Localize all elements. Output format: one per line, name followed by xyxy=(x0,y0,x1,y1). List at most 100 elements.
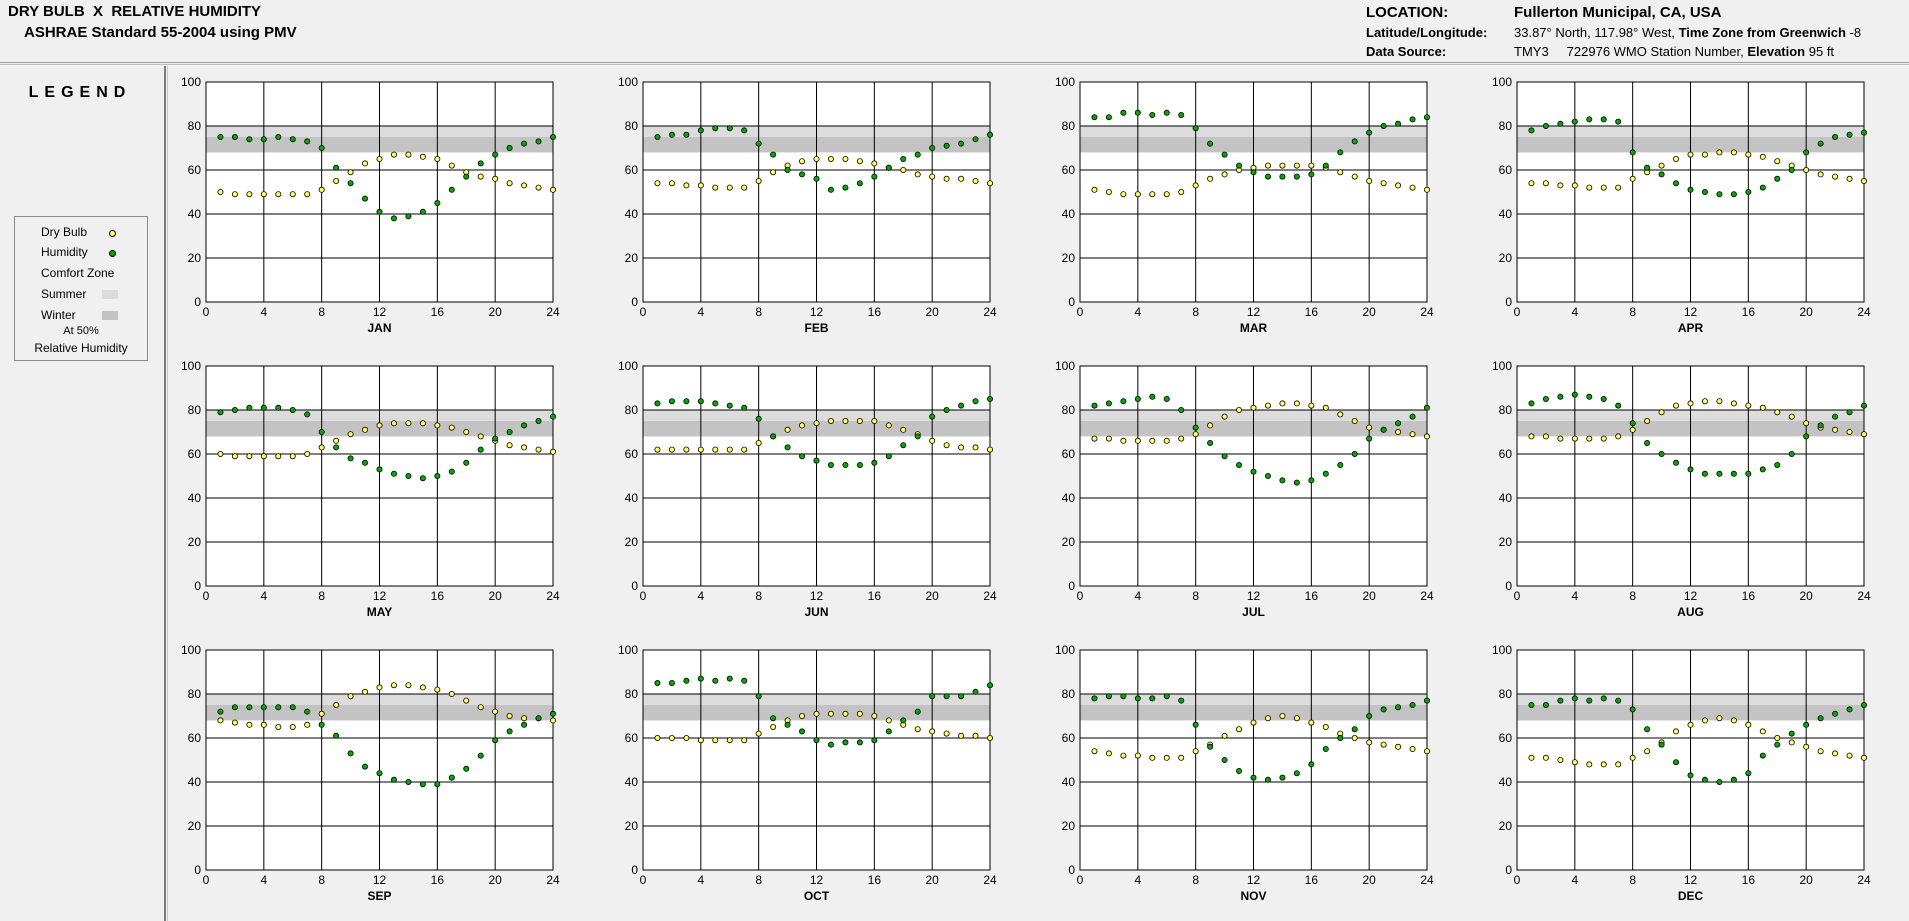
humidity-point-mar-24 xyxy=(1424,114,1431,121)
dry-bulb-point-jun-23 xyxy=(972,444,979,451)
dry-bulb-point-mar-3 xyxy=(1120,191,1127,198)
dry-bulb-point-jun-16 xyxy=(871,417,878,424)
y-tick-label-jun-80: 80 xyxy=(625,403,639,417)
dry-bulb-point-oct-2 xyxy=(668,735,675,742)
humidity-point-dec-8 xyxy=(1629,706,1636,713)
dry-bulb-point-jan-10 xyxy=(347,169,354,176)
dry-bulb-point-apr-18 xyxy=(1774,158,1781,165)
dry-bulb-point-feb-14 xyxy=(842,155,849,162)
humidity-point-jan-14 xyxy=(405,213,412,220)
dry-bulb-point-aug-1 xyxy=(1528,433,1535,440)
x-tick-label-jun-8: 8 xyxy=(755,589,762,603)
dry-bulb-point-jan-11 xyxy=(362,160,369,167)
dry-bulb-point-mar-20 xyxy=(1366,177,1373,184)
y-tick-label-dec-20: 20 xyxy=(1499,819,1513,833)
dry-bulb-point-jun-12 xyxy=(813,420,820,427)
humidity-point-jan-10 xyxy=(347,180,354,187)
humidity-point-oct-17 xyxy=(885,728,892,735)
humidity-point-mar-6 xyxy=(1163,109,1170,116)
dry-bulb-point-nov-4 xyxy=(1134,752,1141,759)
y-tick-label-may-0: 0 xyxy=(194,579,201,593)
humidity-point-feb-1 xyxy=(654,133,661,140)
humidity-point-may-4 xyxy=(260,404,267,411)
y-tick-label-dec-40: 40 xyxy=(1499,775,1513,789)
dry-bulb-point-dec-13 xyxy=(1701,717,1708,724)
datasource-value: TMY3 722976 WMO Station Number, Elevation… xyxy=(1514,44,1834,59)
dry-bulb-point-mar-13 xyxy=(1264,162,1271,169)
humidity-point-jul-5 xyxy=(1149,393,1156,400)
humidity-point-jun-1 xyxy=(654,400,661,407)
dry-bulb-point-nov-14 xyxy=(1279,713,1286,720)
x-tick-label-jul-12: 12 xyxy=(1247,589,1261,603)
dry-bulb-point-feb-21 xyxy=(943,175,950,182)
humidity-point-apr-12 xyxy=(1687,186,1694,193)
humidity-point-nov-20 xyxy=(1366,713,1373,720)
y-tick-label-sep-60: 60 xyxy=(188,731,202,745)
x-tick-label-jun-0: 0 xyxy=(640,589,647,603)
y-tick-label-mar-40: 40 xyxy=(1062,207,1076,221)
humidity-point-sep-1 xyxy=(217,708,224,715)
dry-bulb-point-mar-14 xyxy=(1279,162,1286,169)
dry-bulb-point-aug-19 xyxy=(1788,413,1795,420)
humidity-point-jul-7 xyxy=(1178,406,1185,413)
humidity-point-may-8 xyxy=(318,428,325,435)
dry-bulb-point-sep-18 xyxy=(463,697,470,704)
dry-bulb-point-mar-23 xyxy=(1409,184,1416,191)
humidity-point-aug-10 xyxy=(1658,450,1665,457)
humidity-point-nov-13 xyxy=(1264,776,1271,783)
humidity-point-dec-6 xyxy=(1600,695,1607,702)
humidity-point-apr-14 xyxy=(1716,191,1723,198)
dry-bulb-point-feb-15 xyxy=(856,158,863,165)
humidity-point-sep-4 xyxy=(260,704,267,711)
chart-jun: 0 20 40 60 80 100 0 4 8 12 16 20 24 JUN xyxy=(618,359,997,619)
humidity-point-may-14 xyxy=(405,472,412,479)
chart-aug: 0 20 40 60 80 100 0 4 8 12 16 20 24 AUG xyxy=(1492,359,1871,619)
legend-panel xyxy=(0,66,163,921)
humidity-point-jun-17 xyxy=(885,453,892,460)
dry-bulb-point-apr-20 xyxy=(1803,166,1810,173)
humidity-point-jun-11 xyxy=(799,453,806,460)
dry-bulb-point-may-13 xyxy=(390,420,397,427)
location-value: Fullerton Municipal, CA, USA xyxy=(1514,4,1722,21)
humidity-point-oct-11 xyxy=(799,728,806,735)
humidity-point-apr-11 xyxy=(1673,180,1680,187)
humidity-point-oct-18 xyxy=(900,717,907,724)
dry-bulb-point-aug-13 xyxy=(1701,398,1708,405)
humidity-point-jun-3 xyxy=(683,398,690,405)
dry-bulb-point-mar-5 xyxy=(1149,191,1156,198)
dry-bulb-point-nov-3 xyxy=(1120,752,1127,759)
humidity-point-feb-11 xyxy=(799,171,806,178)
x-tick-label-feb-12: 12 xyxy=(810,305,824,319)
y-tick-label-feb-40: 40 xyxy=(625,207,639,221)
humidity-point-mar-8 xyxy=(1192,125,1199,132)
humidity-point-aug-22 xyxy=(1832,413,1839,420)
humidity-point-feb-5 xyxy=(712,125,719,132)
y-tick-label-apr-60: 60 xyxy=(1499,163,1513,177)
legend-note-line2: Relative Humidity xyxy=(34,341,128,355)
humidity-point-feb-19 xyxy=(914,151,921,158)
dry-bulb-point-jul-8 xyxy=(1192,431,1199,438)
dry-bulb-point-oct-23 xyxy=(972,732,979,739)
dry-bulb-point-feb-19 xyxy=(914,171,921,178)
dry-bulb-point-mar-9 xyxy=(1207,175,1214,182)
humidity-point-jun-19 xyxy=(914,433,921,440)
x-tick-label-mar-24: 24 xyxy=(1420,305,1434,319)
x-tick-label-mar-12: 12 xyxy=(1247,305,1261,319)
plot-frame-oct xyxy=(642,649,991,871)
dry-bulb-point-oct-20 xyxy=(929,728,936,735)
humidity-point-mar-3 xyxy=(1120,109,1127,116)
dry-bulb-point-aug-2 xyxy=(1542,433,1549,440)
dry-bulb-point-nov-19 xyxy=(1351,735,1358,742)
dry-bulb-point-jun-15 xyxy=(856,417,863,424)
dry-bulb-point-jul-5 xyxy=(1149,437,1156,444)
dry-bulb-point-nov-7 xyxy=(1178,754,1185,761)
humidity-point-feb-22 xyxy=(958,140,965,147)
plot-frame-sep xyxy=(205,649,554,871)
humidity-point-jun-8 xyxy=(755,415,762,422)
humidity-point-dec-5 xyxy=(1586,697,1593,704)
dry-bulb-point-jan-22 xyxy=(521,182,528,189)
humidity-point-nov-5 xyxy=(1149,695,1156,702)
dry-bulb-point-dec-15 xyxy=(1730,717,1737,724)
dry-bulb-point-jun-11 xyxy=(799,422,806,429)
y-tick-label-jul-60: 60 xyxy=(1062,447,1076,461)
